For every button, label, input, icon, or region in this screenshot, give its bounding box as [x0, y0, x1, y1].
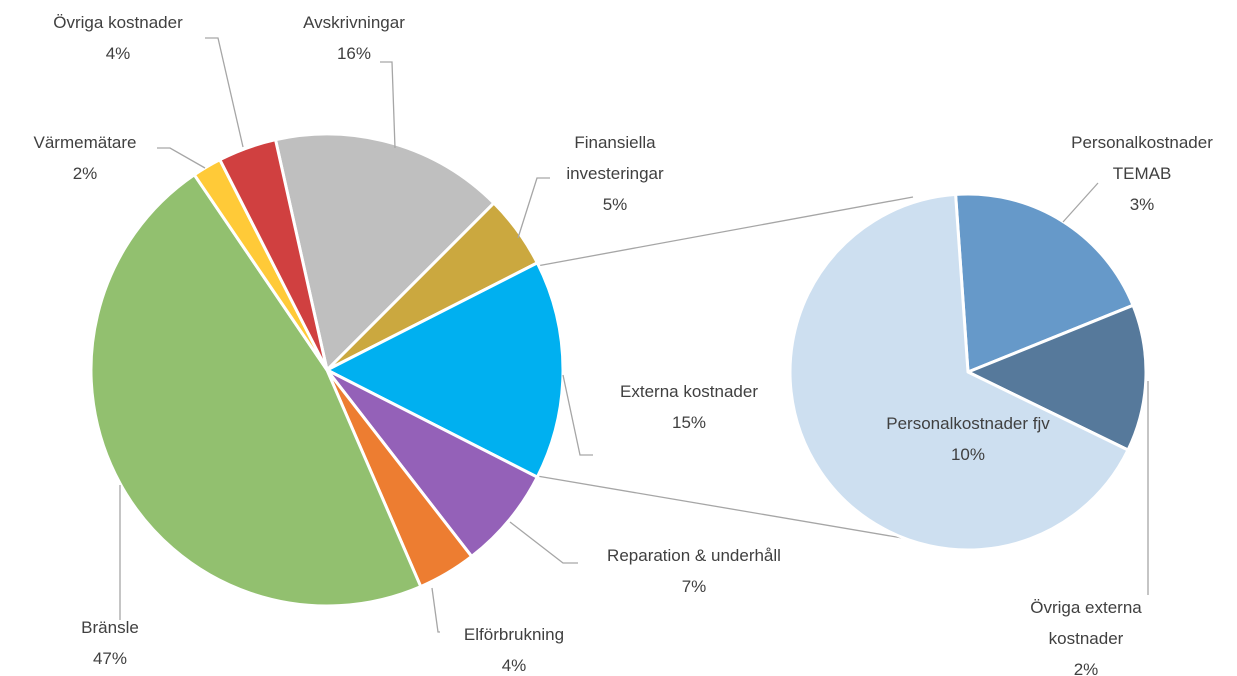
pie-slice [325, 261, 565, 479]
category-label: Bränsle [81, 618, 139, 637]
category-label: Personalkostnader fjv [886, 414, 1050, 433]
pie-slice [788, 192, 1130, 552]
pie-slice [966, 303, 1148, 452]
value-label: 15% [671, 413, 707, 432]
data-label: Värmemätare 2% [34, 127, 137, 189]
data-label: Bränsle 47% [81, 612, 139, 674]
leader-line [205, 37, 244, 148]
connector-line [536, 196, 914, 267]
value-label: 7% [681, 577, 707, 596]
category-label: Finansiella investeringar [566, 133, 664, 183]
leader-line [509, 521, 578, 564]
leader-line [157, 147, 206, 169]
leader-line [431, 587, 440, 633]
leader-line [517, 177, 550, 239]
value-label: 2% [1073, 660, 1099, 676]
data-label: Finansiella investeringar 5% [550, 127, 680, 220]
data-label: Avskrivningar 16% [303, 7, 405, 69]
leader-line [562, 374, 593, 456]
value-label: 4% [501, 656, 527, 675]
category-label: Avskrivningar [303, 13, 405, 32]
pie-slice [325, 368, 539, 558]
leader-line [1062, 182, 1099, 223]
category-label: Övriga externa kostnader [1030, 598, 1142, 648]
data-label: Externa kostnader 15% [620, 376, 758, 438]
value-label: 3% [1129, 195, 1155, 214]
value-label: 5% [602, 195, 628, 214]
category-label: Värmemätare [33, 133, 137, 152]
data-label: Personalkostnader TEMAB 3% [1062, 127, 1222, 220]
data-label: Övriga externa kostnader 2% [1011, 592, 1161, 676]
category-label: Externa kostnader [620, 382, 758, 401]
category-label: Elförbrukning [463, 625, 565, 644]
data-label: Personalkostnader fjv 10% [886, 408, 1049, 470]
leader-line [380, 61, 396, 149]
value-label: 2% [72, 164, 98, 183]
value-label: 16% [336, 44, 372, 63]
data-label: Elförbrukning 4% [464, 619, 564, 676]
category-label: Reparation & underhåll [607, 546, 781, 565]
data-label: Reparation & underhåll 7% [607, 540, 781, 602]
value-label: 47% [92, 649, 128, 668]
data-label: Övriga kostnader 4% [53, 7, 182, 69]
pie-slice [89, 173, 423, 608]
pie-slice [274, 132, 496, 372]
value-label: 4% [105, 44, 131, 63]
connector-line [536, 475, 921, 542]
category-label: Övriga kostnader [53, 13, 183, 32]
pie-slice [218, 138, 329, 372]
pie-slice [954, 192, 1135, 374]
value-label: 10% [950, 445, 986, 464]
category-label: Personalkostnader TEMAB [1071, 133, 1213, 183]
